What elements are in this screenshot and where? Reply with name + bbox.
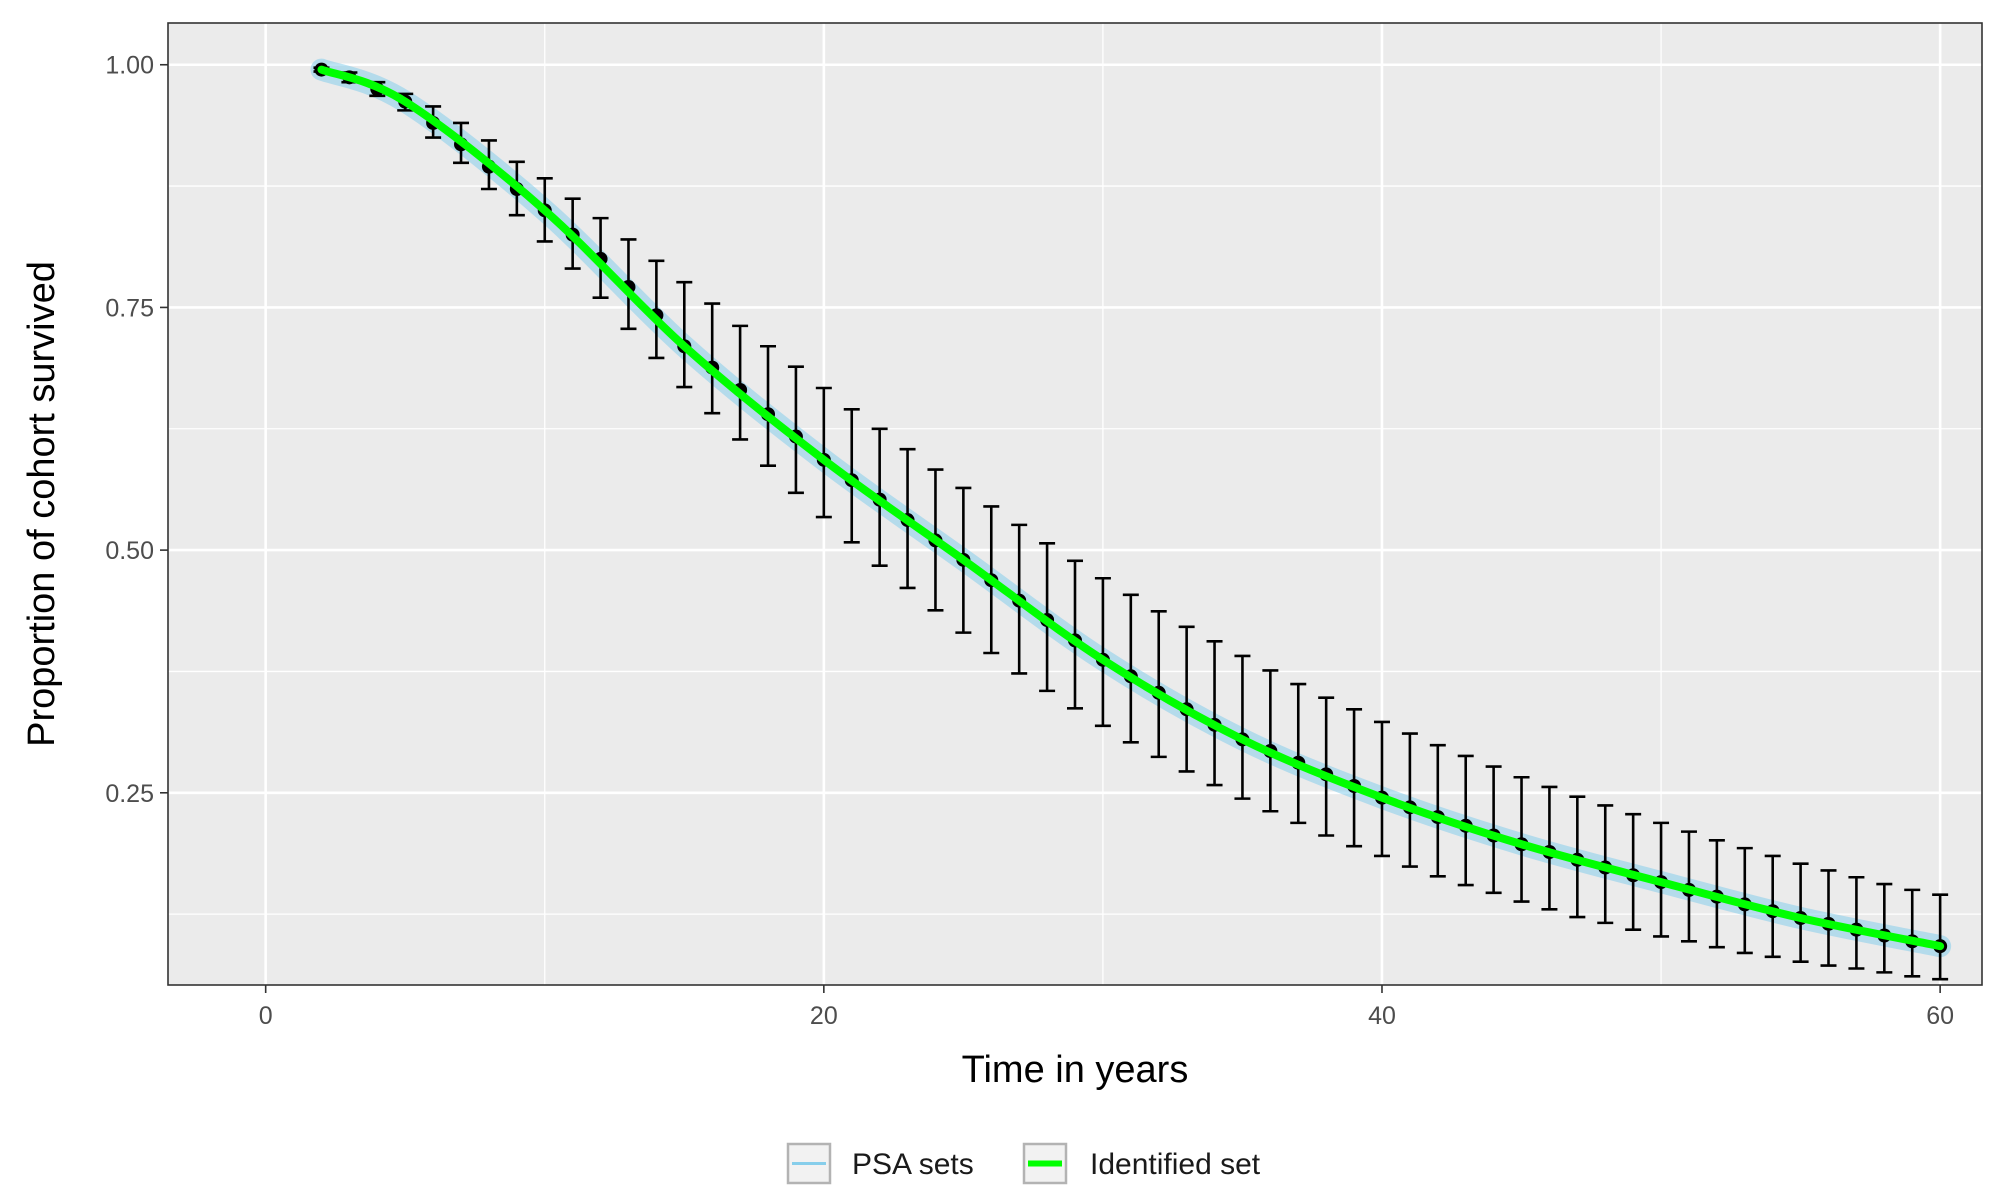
y-tick-label: 0.25 bbox=[105, 780, 154, 808]
x-tick-label: 20 bbox=[810, 1002, 838, 1030]
identified-set-line bbox=[317, 65, 1945, 951]
legend-label-identified-set: Identified set bbox=[1090, 1148, 1261, 1181]
x-tick-label: 0 bbox=[259, 1002, 273, 1030]
x-axis-title: Time in years bbox=[962, 1049, 1189, 1091]
x-axis: 0 20 40 60 bbox=[259, 985, 1954, 1030]
legend: PSA sets Identified set bbox=[786, 1142, 1261, 1185]
x-tick-label: 40 bbox=[1368, 1002, 1396, 1030]
y-tick-label: 0.75 bbox=[105, 294, 154, 322]
y-axis-title: Proportion of cohort survived bbox=[21, 261, 63, 747]
legend-item-psa-sets: PSA sets bbox=[786, 1142, 974, 1185]
y-tick-label: 1.00 bbox=[105, 52, 154, 80]
x-tick-label: 60 bbox=[1926, 1002, 1954, 1030]
y-tick-label: 0.50 bbox=[105, 537, 154, 565]
legend-item-identified-set: Identified set bbox=[1022, 1142, 1261, 1185]
plot-panel bbox=[168, 23, 1982, 985]
y-axis: 0.25 0.50 0.75 1.00 bbox=[105, 52, 168, 808]
identified-set-line-group bbox=[317, 65, 1945, 951]
plot-border bbox=[167, 22, 1983, 986]
legend-label-psa-sets: PSA sets bbox=[852, 1148, 974, 1181]
